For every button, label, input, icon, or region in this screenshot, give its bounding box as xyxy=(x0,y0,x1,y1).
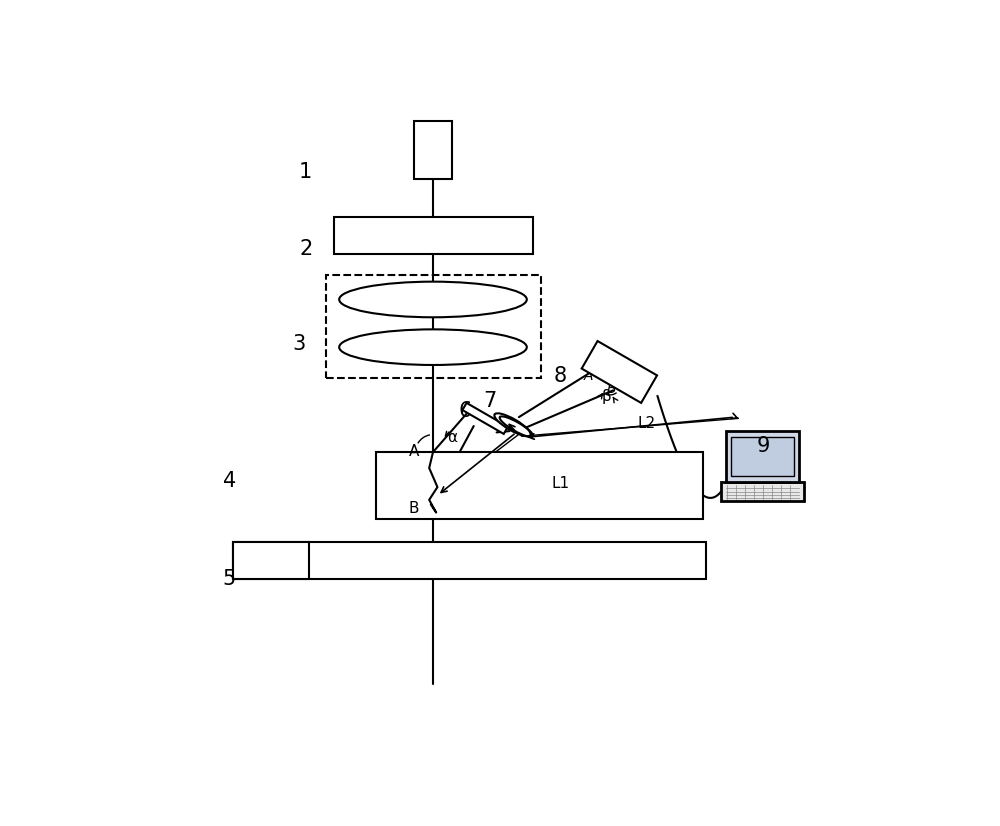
Text: A: A xyxy=(409,444,419,459)
Text: α: α xyxy=(447,430,457,445)
Text: 2: 2 xyxy=(299,239,312,259)
Text: B': B' xyxy=(606,382,620,396)
Text: B: B xyxy=(409,501,419,515)
Text: 5: 5 xyxy=(223,569,236,589)
Bar xyxy=(233,543,706,579)
Bar xyxy=(334,217,533,254)
Text: 4: 4 xyxy=(223,471,236,491)
Ellipse shape xyxy=(339,330,527,365)
Bar xyxy=(326,275,541,377)
Text: L2: L2 xyxy=(637,416,655,431)
Ellipse shape xyxy=(339,282,527,317)
Text: β: β xyxy=(602,389,612,404)
Ellipse shape xyxy=(494,413,531,436)
Bar xyxy=(414,121,452,178)
Text: 7: 7 xyxy=(484,392,497,411)
Text: L1: L1 xyxy=(551,477,569,491)
Bar xyxy=(376,452,703,519)
Text: 6: 6 xyxy=(458,401,471,420)
Bar xyxy=(233,543,309,579)
Text: 3: 3 xyxy=(293,334,306,354)
Text: 1: 1 xyxy=(299,162,312,183)
Bar xyxy=(726,431,799,482)
Bar xyxy=(731,438,794,476)
Polygon shape xyxy=(462,403,508,434)
Text: A': A' xyxy=(583,368,597,382)
Text: 9: 9 xyxy=(757,436,770,456)
Polygon shape xyxy=(582,341,657,403)
Bar xyxy=(721,482,804,501)
Text: 8: 8 xyxy=(554,366,567,386)
